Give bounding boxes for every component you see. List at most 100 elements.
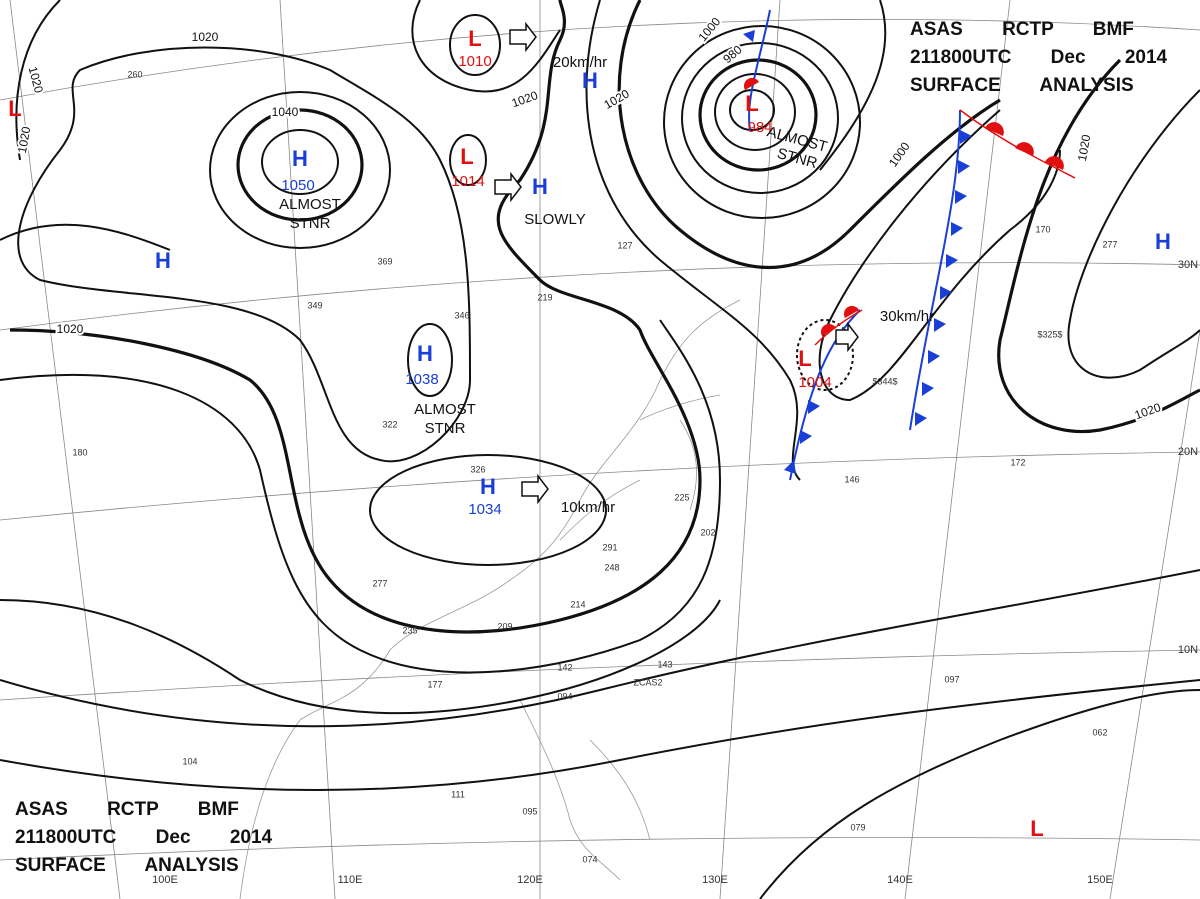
longitude-label: 100E — [152, 874, 178, 886]
latitude-label: 10N — [1178, 644, 1198, 656]
station-plot: 326 — [470, 464, 485, 474]
station-plot: 095 — [522, 806, 537, 816]
map-line — [759, 689, 1200, 899]
map-line — [0, 649, 1200, 701]
station-plot: 369 — [377, 256, 392, 266]
map-line — [985, 122, 1004, 136]
pressure-value: 984 — [747, 119, 772, 136]
station-plot: 248 — [604, 562, 619, 572]
motion-label: 30km/hr — [880, 308, 934, 325]
map-line — [663, 25, 861, 219]
map-line — [0, 18, 1200, 101]
station-plot: 074 — [582, 854, 597, 864]
map-line — [904, 0, 1011, 899]
fronts — [743, 9, 1076, 481]
map-line — [997, 58, 1200, 433]
map-line — [0, 569, 1200, 728]
low-center: L — [1030, 816, 1043, 841]
map-line — [1109, 329, 1200, 899]
motion-arrows — [494, 21, 859, 505]
station-plot: 094 — [557, 691, 572, 701]
high-center: H — [480, 474, 496, 499]
motion-label: SLOWLY — [524, 211, 585, 228]
high-center: H — [582, 68, 598, 93]
movement-note: STNR — [290, 215, 331, 232]
station-plot: 349 — [307, 300, 322, 310]
station-plot: 111 — [451, 789, 465, 799]
station-plot: 104 — [182, 756, 197, 766]
longitude-label: 150E — [1087, 874, 1113, 886]
map-line — [279, 0, 336, 899]
low-center: L — [8, 96, 21, 121]
station-plot: 142 — [557, 662, 572, 672]
isobar-label: 1020 — [15, 125, 33, 154]
high-center: H — [155, 248, 171, 273]
map-line — [521, 473, 549, 505]
longitude-label: 140E — [887, 874, 913, 886]
movement-note: STNR — [425, 420, 466, 437]
map-line — [17, 46, 472, 463]
station-plot: $325$ — [1037, 329, 1062, 339]
map-line — [955, 190, 967, 204]
station-plot: 062 — [1092, 727, 1107, 737]
station-plot: 291 — [602, 542, 617, 552]
station-plot: 322 — [382, 419, 397, 429]
map-line — [960, 130, 972, 144]
map-line — [617, 0, 1001, 269]
header-line: 211800UTC Dec 2014 — [15, 827, 273, 848]
station-plot: 225 — [674, 492, 689, 502]
pressure-value: 1050 — [281, 177, 314, 194]
map-line — [958, 160, 970, 174]
latitude-label: 20N — [1178, 446, 1198, 458]
station-plot: 177 — [427, 679, 442, 689]
map-line — [9, 0, 702, 634]
isobar-label: 1040 — [272, 105, 299, 119]
low-center: L — [798, 346, 811, 371]
station-plot: 346 — [454, 310, 469, 320]
map-line — [494, 171, 522, 203]
header-top: ASAS RCTP BMF 211800UTC Dec 2014 SURFACE… — [910, 19, 1168, 96]
movement-note: ALMOST — [279, 196, 341, 213]
station-plot: 202 — [700, 527, 715, 537]
pressure-value: 1004 — [798, 374, 831, 391]
map-line — [814, 309, 863, 346]
station-plot: 260 — [127, 69, 142, 79]
longitude-label: 130E — [702, 874, 728, 886]
map-line — [239, 299, 741, 899]
map-line — [679, 419, 697, 511]
map-line — [946, 254, 958, 268]
longitude-label: 110E — [338, 874, 363, 886]
station-plot: 180 — [72, 447, 87, 457]
station-plot: 235 — [402, 625, 417, 635]
station-plot: 277 — [1102, 239, 1117, 249]
map-line — [928, 350, 940, 364]
map-line — [922, 382, 934, 396]
isobar-label: 1020 — [57, 322, 84, 336]
low-center: L — [745, 91, 758, 116]
map-line — [820, 323, 836, 336]
map-line — [1045, 156, 1064, 170]
map-line — [407, 323, 453, 397]
station-plot: 209 — [497, 621, 512, 631]
map-line — [585, 0, 801, 481]
map-line — [1015, 142, 1034, 156]
map-line — [261, 129, 339, 195]
pressure-value: 1034 — [468, 501, 501, 518]
map-line — [835, 321, 859, 353]
header-bottom: ASAS RCTP BMF 211800UTC Dec 2014 SURFACE… — [15, 799, 273, 876]
pressure-value: 1014 — [451, 173, 484, 190]
motion-label: 20km/hr — [553, 54, 607, 71]
pressure-value: 1038 — [405, 371, 438, 388]
map-element — [743, 77, 1064, 336]
map-line — [818, 109, 1061, 402]
map-line — [509, 21, 537, 53]
map-line — [743, 77, 759, 90]
map-line — [236, 108, 364, 222]
header-line: ASAS RCTP BMF — [910, 19, 1134, 40]
station-plot: ZCAS2 — [633, 677, 662, 687]
low-center: L — [468, 26, 481, 51]
map-line — [1067, 89, 1200, 379]
